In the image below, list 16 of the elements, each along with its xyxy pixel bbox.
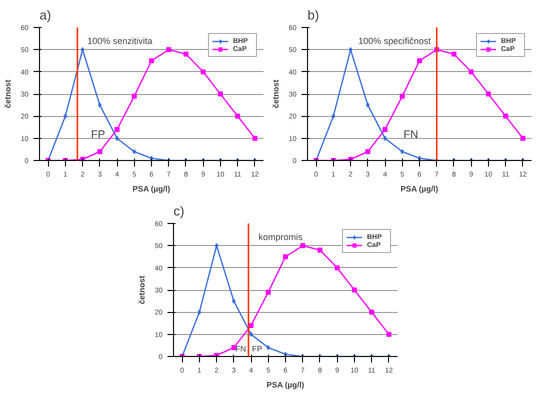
x-axis-title: PSA (µg/l) <box>266 380 305 390</box>
chart-title: b) <box>308 8 320 22</box>
annotation: FN <box>235 344 246 354</box>
y-axis-title: četnost <box>138 275 147 304</box>
x-axis-title: PSA (µg/l) <box>132 184 171 194</box>
ref-line-label: 100% specifičnost <box>358 36 432 46</box>
chart-title: c) <box>174 204 184 218</box>
ref-line-label: kompromis <box>258 232 303 242</box>
annotation: FP <box>91 129 106 142</box>
ref-line-label: 100% senzitivita <box>87 36 152 46</box>
y-axis-title: četnost <box>272 79 281 108</box>
x-axis-title: PSA (µg/l) <box>400 184 439 194</box>
annotation: FP <box>252 344 262 354</box>
annotation: FN <box>404 129 418 142</box>
y-axis-title: četnost <box>4 79 13 108</box>
chart-title: a) <box>40 8 52 22</box>
